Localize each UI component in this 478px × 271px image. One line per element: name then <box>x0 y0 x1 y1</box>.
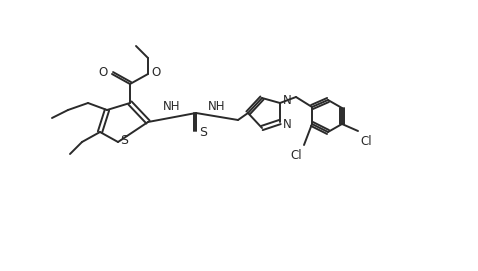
Text: Cl: Cl <box>360 135 371 148</box>
Text: O: O <box>151 66 160 79</box>
Text: N: N <box>283 118 292 131</box>
Text: Cl: Cl <box>290 149 302 162</box>
Text: NH: NH <box>163 101 181 114</box>
Text: O: O <box>99 66 108 79</box>
Text: NH: NH <box>208 99 226 112</box>
Text: S: S <box>199 127 207 140</box>
Text: N: N <box>283 95 292 108</box>
Text: S: S <box>120 134 128 147</box>
